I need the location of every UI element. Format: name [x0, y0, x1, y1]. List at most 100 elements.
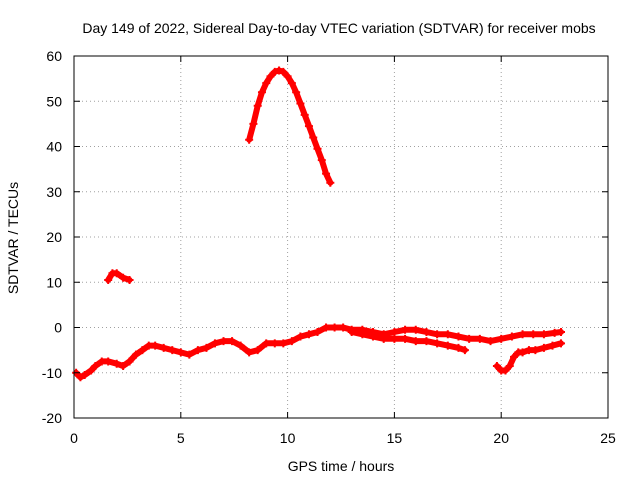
data-point [505, 361, 514, 370]
data-point [401, 325, 410, 334]
data-point [379, 334, 388, 343]
data-point [518, 348, 527, 357]
y-tick-label: 10 [46, 274, 62, 290]
data-point [287, 79, 296, 88]
y-tick-label: 30 [46, 184, 62, 200]
data-point [507, 332, 516, 341]
x-tick-label: 25 [600, 430, 616, 446]
data-point [557, 328, 566, 337]
data-point [228, 337, 237, 346]
x-tick-label: 0 [70, 430, 78, 446]
data-point [176, 348, 185, 357]
data-point [210, 339, 219, 348]
series-points-segment-early-peak [104, 269, 134, 284]
data-point [433, 339, 442, 348]
data-point [309, 133, 318, 142]
data-point [193, 346, 202, 355]
data-point [501, 366, 510, 375]
series-points-segment-main [72, 323, 566, 382]
data-point [313, 144, 322, 153]
data-point [422, 328, 431, 337]
x-axis-title: GPS time / hours [288, 458, 395, 474]
data-point [76, 373, 85, 382]
y-tick-label: -20 [42, 410, 62, 426]
data-point [283, 72, 292, 81]
data-point [80, 371, 89, 380]
series-points-segment-large-arc [245, 66, 335, 187]
data-point [460, 346, 469, 355]
data-point [454, 332, 463, 341]
data-point [304, 330, 313, 339]
data-point [443, 330, 452, 339]
y-tick-label: 0 [54, 320, 62, 336]
data-point [510, 352, 519, 361]
data-point [465, 334, 474, 343]
data-point [262, 339, 271, 348]
data-point [245, 348, 254, 357]
series-points-segment-lower-band [347, 328, 469, 355]
data-point [322, 169, 331, 178]
data-point [401, 334, 410, 343]
data-point [497, 334, 506, 343]
data-point [257, 88, 266, 97]
data-point [486, 337, 495, 346]
series-line-segment-main [73, 324, 564, 381]
series-line-segment-large-arc [246, 67, 334, 186]
series-group [72, 66, 566, 382]
data-point [422, 337, 431, 346]
series-line-segment-early-peak [105, 270, 133, 283]
data-point [539, 330, 548, 339]
y-axis-title: SDTVAR / TECUs [5, 182, 21, 294]
axis-ticks: 0 5 10 15 20 25 -20 -10 0 10 20 30 40 50 60 [42, 48, 616, 446]
y-tick-label: -10 [42, 365, 62, 381]
data-point [266, 72, 275, 81]
data-point [326, 178, 335, 187]
data-point [390, 334, 399, 343]
data-point [253, 346, 262, 355]
data-point [287, 337, 296, 346]
data-point [369, 332, 378, 341]
x-tick-label: 15 [387, 430, 403, 446]
data-point [275, 66, 284, 75]
data-point [411, 325, 420, 334]
y-tick-label: 60 [46, 48, 62, 64]
data-point [112, 359, 121, 368]
y-tick-label: 50 [46, 93, 62, 109]
data-point [557, 339, 566, 348]
data-point [245, 135, 254, 144]
x-tick-label: 20 [493, 430, 509, 446]
data-point [91, 361, 100, 370]
data-point [390, 328, 399, 337]
data-point [548, 341, 557, 350]
data-point [300, 110, 309, 119]
chart-title: Day 149 of 2022, Sidereal Day-to-day VTE… [82, 20, 595, 36]
data-point [185, 350, 194, 359]
data-point [168, 346, 177, 355]
data-point [119, 361, 128, 370]
data-point [270, 339, 279, 348]
data-point [443, 341, 452, 350]
data-point [279, 67, 288, 76]
data-point [119, 273, 128, 282]
y-tick-label: 40 [46, 139, 62, 155]
data-point [262, 79, 271, 88]
data-point [317, 156, 326, 165]
data-point [433, 330, 442, 339]
data-point [125, 275, 134, 284]
data-point [454, 343, 463, 352]
data-point [330, 323, 339, 332]
data-point [475, 334, 484, 343]
data-point [322, 323, 331, 332]
data-point [279, 339, 288, 348]
data-point [411, 337, 420, 346]
grid [74, 56, 608, 418]
data-point [125, 357, 134, 366]
data-point [339, 323, 348, 332]
data-point [539, 343, 548, 352]
data-point [304, 122, 313, 131]
data-point [236, 341, 245, 350]
data-point [347, 328, 356, 337]
data-point [296, 332, 305, 341]
data-point [358, 330, 367, 339]
